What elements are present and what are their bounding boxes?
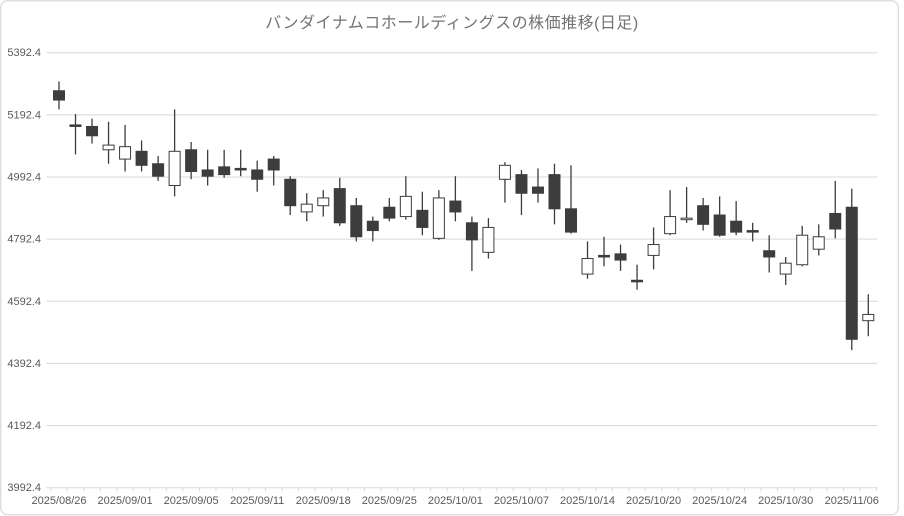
candle-down <box>152 163 165 177</box>
y-axis-label: 4192.4 <box>7 420 41 432</box>
candle-down <box>201 169 214 177</box>
x-axis-label: 2025/09/11 <box>230 495 284 507</box>
candle-up <box>647 244 660 256</box>
x-axis-label: 2025/10/14 <box>560 495 615 507</box>
candle-up <box>399 195 412 218</box>
candle-up <box>779 262 792 275</box>
x-axis-label: 2025/11/06 <box>825 495 879 507</box>
candle-down <box>267 158 280 171</box>
candle-down <box>53 90 65 101</box>
candle-up <box>581 258 594 275</box>
candle-down <box>598 254 611 258</box>
chart-title: バンダイナムコホールディングスの株価推移(日足) <box>265 15 639 32</box>
y-axis-label: 4392.4 <box>7 358 41 370</box>
candle-up <box>102 144 115 151</box>
candle-up <box>498 164 511 180</box>
candle-up <box>482 226 495 253</box>
candle-down <box>333 188 346 224</box>
candle-up <box>432 197 445 239</box>
y-axis-label: 5192.4 <box>7 109 41 121</box>
candle-down <box>218 166 231 176</box>
candle-up <box>300 203 313 213</box>
candle-down <box>383 206 396 219</box>
candle-down <box>548 174 561 210</box>
candle-down <box>135 150 148 166</box>
x-axis-label: 2025/09/05 <box>164 495 219 507</box>
y-axis-label: 5392.4 <box>7 47 41 59</box>
candle-up <box>680 217 693 221</box>
candle-down <box>350 205 363 238</box>
candle-down <box>416 209 429 228</box>
candle-down <box>631 279 644 283</box>
candle-up <box>317 197 330 207</box>
candle-up <box>796 234 809 266</box>
x-axis-label: 2025/09/18 <box>296 495 351 507</box>
y-axis-label: 3992.4 <box>7 482 41 494</box>
candle-down <box>829 212 842 230</box>
candle-down <box>564 208 577 233</box>
x-axis-label: 2025/10/01 <box>428 495 483 507</box>
candle-down <box>614 253 627 261</box>
y-axis-label: 4792.4 <box>7 234 41 246</box>
candle-down <box>730 220 743 233</box>
candle-down <box>697 205 710 225</box>
candle-down <box>763 250 776 258</box>
candle-up <box>119 146 132 160</box>
candle-down <box>746 230 759 233</box>
candle-down <box>449 200 462 213</box>
candle-up <box>664 216 677 235</box>
x-axis-label: 2025/09/25 <box>362 495 417 507</box>
x-axis-label: 2025/10/30 <box>758 495 813 507</box>
y-axis-label: 4992.4 <box>7 171 41 183</box>
candle-down <box>465 222 478 241</box>
candle-down <box>185 149 198 173</box>
candle-down <box>86 125 99 137</box>
candle-down <box>366 220 379 232</box>
candle-down <box>69 124 82 127</box>
x-axis-label: 2025/10/07 <box>494 495 549 507</box>
candle-down <box>845 206 858 340</box>
y-axis-label: 4592.4 <box>7 296 41 308</box>
candle-up <box>812 236 825 250</box>
candle-down <box>284 178 297 207</box>
candle-up <box>168 150 181 186</box>
x-axis-label: 2025/09/01 <box>98 495 153 507</box>
candle-down <box>531 186 544 194</box>
x-axis-label: 2025/10/20 <box>626 495 681 507</box>
candle-down <box>713 214 726 236</box>
candle-down <box>234 167 247 171</box>
candle-up <box>862 313 875 322</box>
candle-down <box>515 174 528 194</box>
x-axis-label: 2025/08/26 <box>31 495 86 507</box>
candle-down <box>251 169 264 180</box>
x-axis-label: 2025/10/24 <box>692 495 747 507</box>
